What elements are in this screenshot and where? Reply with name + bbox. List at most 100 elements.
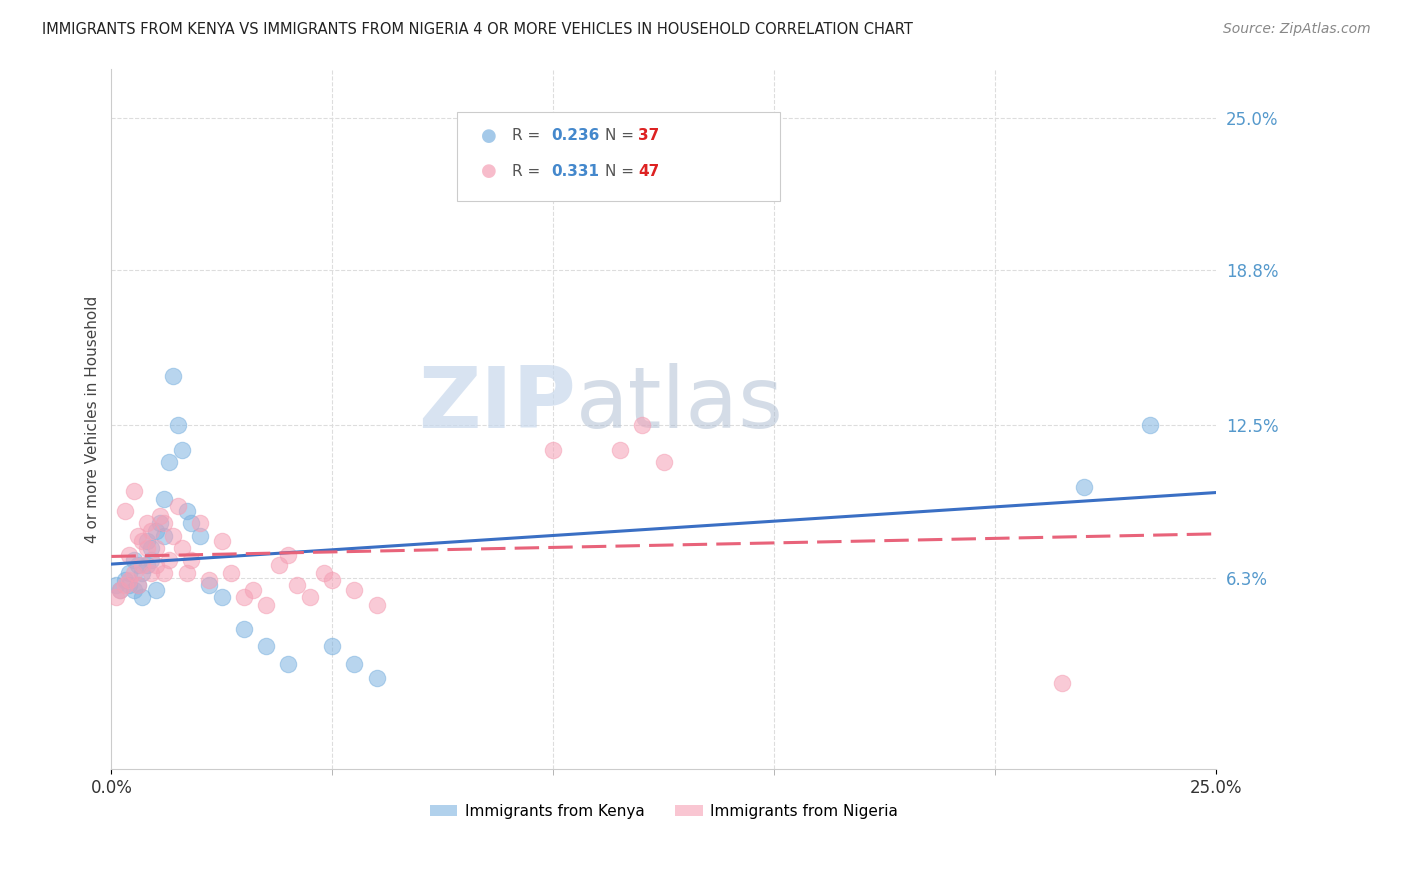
Point bbox=[162, 368, 184, 383]
Point bbox=[127, 578, 149, 592]
Point bbox=[176, 566, 198, 580]
Text: R =: R = bbox=[512, 128, 546, 143]
Point bbox=[188, 516, 211, 531]
Text: atlas: atlas bbox=[575, 363, 783, 446]
Point bbox=[127, 529, 149, 543]
Point bbox=[166, 499, 188, 513]
Point bbox=[157, 455, 180, 469]
Point bbox=[180, 553, 202, 567]
Point bbox=[122, 582, 145, 597]
Text: 47: 47 bbox=[638, 164, 659, 178]
Point bbox=[131, 558, 153, 573]
Point bbox=[254, 640, 277, 654]
Point bbox=[219, 566, 242, 580]
Point bbox=[135, 558, 157, 573]
Text: Source: ZipAtlas.com: Source: ZipAtlas.com bbox=[1223, 22, 1371, 37]
Point bbox=[233, 622, 256, 636]
Point bbox=[242, 582, 264, 597]
Point bbox=[135, 541, 157, 555]
Point bbox=[197, 578, 219, 592]
Point bbox=[110, 582, 132, 597]
Point bbox=[122, 566, 145, 580]
Point bbox=[141, 553, 163, 567]
Text: IMMIGRANTS FROM KENYA VS IMMIGRANTS FROM NIGERIA 4 OR MORE VEHICLES IN HOUSEHOLD: IMMIGRANTS FROM KENYA VS IMMIGRANTS FROM… bbox=[42, 22, 912, 37]
Point bbox=[153, 566, 176, 580]
Point bbox=[141, 541, 163, 555]
Point bbox=[131, 566, 153, 580]
Point bbox=[145, 541, 167, 555]
Point bbox=[127, 558, 149, 573]
Point bbox=[285, 578, 308, 592]
Point bbox=[1139, 418, 1161, 433]
Y-axis label: 4 or more Vehicles in Household: 4 or more Vehicles in Household bbox=[86, 295, 100, 542]
Point bbox=[122, 553, 145, 567]
Point bbox=[162, 529, 184, 543]
Point bbox=[299, 590, 322, 604]
Point bbox=[104, 578, 127, 592]
Point bbox=[343, 657, 366, 671]
Point bbox=[118, 578, 141, 592]
Point bbox=[114, 573, 136, 587]
Text: ZIP: ZIP bbox=[418, 363, 575, 446]
Point bbox=[114, 504, 136, 518]
Point bbox=[153, 516, 176, 531]
Point bbox=[153, 529, 176, 543]
Point bbox=[630, 418, 652, 433]
Point bbox=[211, 590, 233, 604]
Point bbox=[135, 533, 157, 548]
Point bbox=[104, 590, 127, 604]
Point bbox=[366, 598, 388, 612]
Point bbox=[1050, 676, 1073, 690]
Text: N =: N = bbox=[605, 128, 638, 143]
Point bbox=[172, 541, 194, 555]
Point bbox=[176, 504, 198, 518]
Point bbox=[609, 442, 631, 457]
Point bbox=[145, 524, 167, 538]
Point bbox=[277, 549, 299, 563]
Point bbox=[122, 484, 145, 499]
Point bbox=[321, 640, 343, 654]
Point bbox=[366, 671, 388, 685]
Point bbox=[141, 524, 163, 538]
Point bbox=[188, 529, 211, 543]
Text: N =: N = bbox=[605, 164, 638, 178]
Point bbox=[197, 573, 219, 587]
Text: R =: R = bbox=[512, 164, 546, 178]
Point bbox=[254, 598, 277, 612]
Point bbox=[114, 578, 136, 592]
Point bbox=[233, 590, 256, 604]
Point bbox=[277, 657, 299, 671]
Point bbox=[269, 558, 291, 573]
Point bbox=[180, 516, 202, 531]
Point bbox=[166, 418, 188, 433]
Point bbox=[1073, 479, 1095, 493]
Point bbox=[135, 516, 157, 531]
Point bbox=[118, 573, 141, 587]
Point bbox=[172, 442, 194, 457]
Point bbox=[312, 566, 335, 580]
Point bbox=[141, 566, 163, 580]
Point bbox=[145, 558, 167, 573]
Point bbox=[118, 566, 141, 580]
Point bbox=[343, 582, 366, 597]
Point bbox=[321, 573, 343, 587]
Text: 0.236: 0.236 bbox=[551, 128, 599, 143]
Point bbox=[131, 590, 153, 604]
Point bbox=[127, 578, 149, 592]
Point bbox=[118, 549, 141, 563]
Point bbox=[543, 442, 565, 457]
Text: 0.331: 0.331 bbox=[551, 164, 599, 178]
Point bbox=[652, 455, 675, 469]
Text: ●: ● bbox=[481, 127, 496, 145]
Point bbox=[110, 582, 132, 597]
Point bbox=[149, 516, 172, 531]
Point bbox=[131, 533, 153, 548]
Point bbox=[149, 509, 172, 524]
Point bbox=[211, 533, 233, 548]
Point bbox=[145, 582, 167, 597]
Point bbox=[157, 553, 180, 567]
Text: 37: 37 bbox=[638, 128, 659, 143]
Text: ●: ● bbox=[481, 162, 496, 180]
Legend: Immigrants from Kenya, Immigrants from Nigeria: Immigrants from Kenya, Immigrants from N… bbox=[423, 797, 904, 825]
Point bbox=[153, 491, 176, 506]
